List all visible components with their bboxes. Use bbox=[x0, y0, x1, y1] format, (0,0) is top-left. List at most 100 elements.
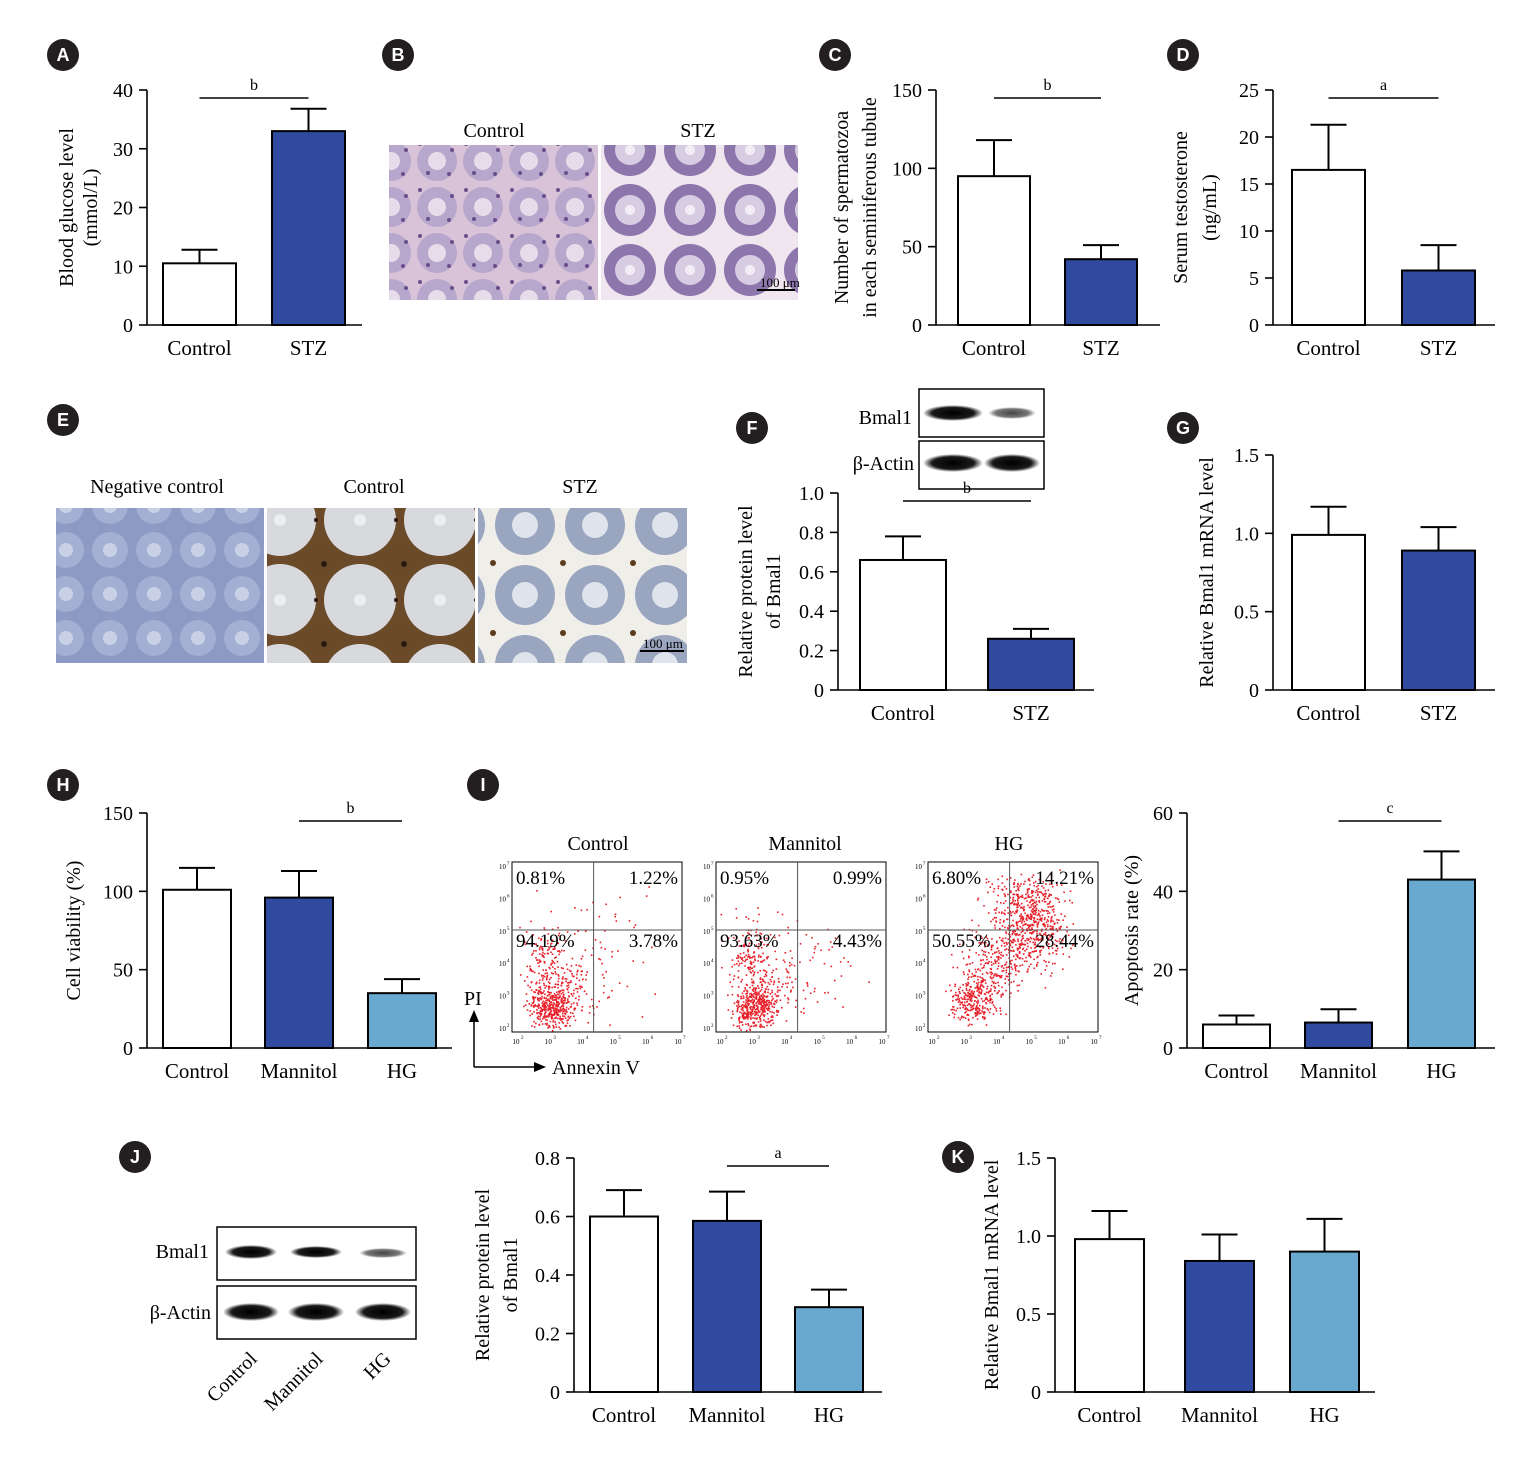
flow-dot bbox=[980, 981, 982, 984]
flow-dot bbox=[771, 1005, 774, 1008]
flow-dot bbox=[770, 1019, 773, 1022]
flow-dot bbox=[1005, 954, 1008, 956]
flow-dot bbox=[738, 1027, 741, 1030]
flow-dot bbox=[561, 977, 564, 980]
flow-dot bbox=[1050, 920, 1052, 923]
flow-dot bbox=[996, 960, 998, 962]
flow-dot bbox=[971, 929, 974, 932]
flow-dot bbox=[1010, 963, 1013, 965]
flow-dot bbox=[1010, 902, 1013, 905]
flow-dot bbox=[1017, 947, 1020, 950]
flow-dot bbox=[1007, 893, 1009, 896]
flow-dot bbox=[573, 975, 575, 978]
flow-dot bbox=[1034, 905, 1037, 908]
flow-dot bbox=[746, 1005, 749, 1008]
flow-dot bbox=[764, 981, 767, 984]
flow-dot bbox=[1002, 954, 1004, 957]
flow-dot bbox=[767, 1018, 770, 1020]
flow-dot bbox=[750, 1011, 752, 1013]
flow-dot bbox=[969, 1004, 972, 1006]
flow-dot bbox=[550, 1009, 552, 1011]
flow-dot bbox=[565, 1002, 568, 1004]
flow-dot bbox=[1020, 902, 1023, 905]
flow-dot bbox=[755, 987, 758, 989]
flow-dot bbox=[768, 964, 770, 966]
flow-dot bbox=[1019, 943, 1022, 945]
y-tick-label: 50 bbox=[113, 960, 133, 982]
flow-dot bbox=[1001, 882, 1004, 884]
flow-dot bbox=[976, 975, 979, 978]
flow-dot bbox=[550, 991, 552, 994]
flow-dot bbox=[754, 1013, 757, 1015]
flow-dot bbox=[534, 1004, 536, 1006]
flow-dot bbox=[1052, 952, 1054, 954]
flow-dot bbox=[999, 927, 1001, 930]
flow-dot bbox=[990, 946, 993, 949]
flow-dot bbox=[563, 993, 565, 996]
flow-dot bbox=[568, 981, 571, 984]
quadrant-ul: 6.80% bbox=[932, 868, 981, 889]
flow-dot bbox=[759, 995, 761, 998]
flow-dot bbox=[1030, 904, 1033, 906]
flow-dot bbox=[543, 982, 545, 985]
flow-dot bbox=[741, 958, 743, 960]
flow-dot bbox=[1045, 893, 1047, 895]
flow-tick-x: 10 bbox=[929, 1038, 937, 1046]
quadrant-ll: 93.63% bbox=[720, 931, 779, 952]
flow-dot bbox=[1041, 917, 1043, 920]
flow-dot bbox=[957, 988, 960, 991]
flow-dot bbox=[540, 997, 543, 1000]
flow-dot bbox=[986, 972, 989, 975]
flow-dot bbox=[754, 988, 757, 990]
flow-dot bbox=[1035, 896, 1038, 899]
flow-dot bbox=[971, 973, 974, 975]
flow-dot bbox=[548, 978, 551, 981]
flow-dot bbox=[1021, 927, 1024, 929]
flow-dot bbox=[731, 959, 734, 961]
flow-dot bbox=[562, 995, 564, 998]
flow-dot bbox=[763, 994, 765, 997]
bar-stz bbox=[1401, 549, 1476, 691]
flow-dot bbox=[541, 992, 543, 995]
flow-dot bbox=[540, 998, 542, 1001]
y-tick-label: 0.5 bbox=[1016, 1304, 1041, 1326]
flow-dot bbox=[765, 975, 768, 977]
flow-dot bbox=[1035, 950, 1037, 952]
flow-dot bbox=[1043, 900, 1046, 903]
flow-dot bbox=[740, 995, 742, 998]
flow-dot bbox=[532, 998, 535, 1000]
flow-dot bbox=[983, 1016, 986, 1019]
flow-dot bbox=[756, 920, 759, 923]
flow-dot bbox=[543, 952, 546, 955]
flow-dot bbox=[752, 1017, 754, 1019]
flow-dot bbox=[1022, 953, 1025, 955]
flow-dot bbox=[973, 1000, 976, 1002]
flow-dot bbox=[765, 1004, 768, 1007]
flow-dot bbox=[560, 999, 563, 1001]
flow-dot bbox=[737, 970, 740, 972]
flow-dot bbox=[769, 992, 772, 995]
flow-dot bbox=[990, 920, 992, 923]
flow-dot bbox=[1056, 918, 1058, 921]
flow-dot bbox=[1031, 890, 1034, 893]
flow-dot bbox=[1004, 945, 1006, 947]
flow-tick-y: 10 bbox=[915, 928, 923, 936]
flow-dot bbox=[1047, 938, 1049, 941]
flow-dot bbox=[981, 989, 983, 992]
flow-dot bbox=[971, 995, 974, 998]
flow-dot bbox=[568, 1017, 571, 1019]
flow-dot bbox=[581, 955, 584, 958]
flow-dot bbox=[1048, 903, 1050, 905]
flow-dot bbox=[754, 991, 756, 993]
flow-dot bbox=[972, 992, 975, 995]
flow-dot bbox=[1009, 949, 1012, 952]
flow-dot bbox=[545, 997, 547, 1000]
flow-dot bbox=[566, 1022, 569, 1024]
flow-dot bbox=[545, 985, 548, 987]
flow-dot bbox=[993, 981, 995, 984]
flow-dot bbox=[752, 989, 755, 991]
flow-dot bbox=[1007, 966, 1009, 969]
flow-dot bbox=[552, 996, 555, 998]
flow-dot bbox=[548, 1007, 550, 1009]
